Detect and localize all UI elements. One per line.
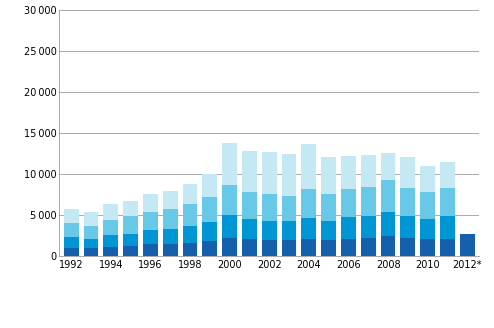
Bar — [64, 248, 79, 256]
Bar — [361, 216, 376, 238]
Bar — [242, 239, 257, 256]
Bar — [83, 239, 98, 249]
Bar — [183, 243, 198, 256]
Bar — [440, 188, 455, 216]
Bar — [301, 218, 316, 239]
Bar — [143, 244, 158, 256]
Bar — [420, 166, 435, 192]
Bar — [203, 174, 217, 197]
Bar — [341, 190, 356, 217]
Bar — [321, 221, 336, 240]
Bar — [401, 188, 415, 216]
Bar — [282, 221, 296, 240]
Bar — [282, 154, 296, 196]
Bar — [103, 204, 118, 220]
Bar — [143, 230, 158, 244]
Bar — [262, 194, 277, 221]
Bar — [420, 219, 435, 239]
Bar — [203, 197, 217, 222]
Bar — [163, 209, 178, 229]
Bar — [301, 239, 316, 256]
Bar — [103, 247, 118, 256]
Bar — [420, 239, 435, 256]
Bar — [222, 185, 237, 215]
Bar — [123, 216, 138, 234]
Bar — [163, 243, 178, 256]
Bar — [64, 223, 79, 237]
Bar — [163, 191, 178, 209]
Bar — [440, 239, 455, 256]
Bar — [242, 192, 257, 219]
Bar — [242, 219, 257, 239]
Bar — [203, 241, 217, 256]
Bar — [341, 156, 356, 190]
Bar — [143, 212, 158, 230]
Bar — [242, 151, 257, 192]
Bar — [183, 204, 198, 226]
Bar — [222, 215, 237, 238]
Legend: I, II, III, IV: I, II, III, IV — [185, 324, 353, 328]
Bar — [401, 157, 415, 188]
Bar — [361, 155, 376, 187]
Bar — [321, 240, 336, 256]
Bar — [282, 240, 296, 256]
Bar — [440, 162, 455, 188]
Bar — [183, 184, 198, 204]
Bar — [103, 220, 118, 236]
Bar — [262, 240, 277, 256]
Bar — [301, 144, 316, 190]
Bar — [301, 190, 316, 218]
Bar — [460, 234, 475, 256]
Bar — [381, 236, 396, 256]
Bar — [123, 246, 138, 256]
Bar — [401, 238, 415, 256]
Bar — [381, 212, 396, 236]
Bar — [83, 213, 98, 226]
Bar — [262, 152, 277, 194]
Bar — [341, 217, 356, 239]
Bar — [321, 157, 336, 194]
Bar — [282, 196, 296, 221]
Bar — [143, 194, 158, 212]
Bar — [361, 187, 376, 216]
Bar — [123, 234, 138, 246]
Bar — [163, 229, 178, 243]
Bar — [440, 216, 455, 239]
Bar — [222, 143, 237, 185]
Bar — [64, 237, 79, 248]
Bar — [361, 238, 376, 256]
Bar — [203, 222, 217, 241]
Bar — [262, 221, 277, 240]
Bar — [341, 239, 356, 256]
Bar — [123, 201, 138, 216]
Bar — [83, 226, 98, 239]
Bar — [381, 153, 396, 180]
Bar — [420, 192, 435, 219]
Bar — [401, 216, 415, 238]
Bar — [64, 209, 79, 223]
Bar — [222, 238, 237, 256]
Bar — [103, 236, 118, 247]
Bar — [83, 249, 98, 256]
Bar — [183, 226, 198, 243]
Bar — [381, 180, 396, 212]
Bar — [321, 194, 336, 221]
